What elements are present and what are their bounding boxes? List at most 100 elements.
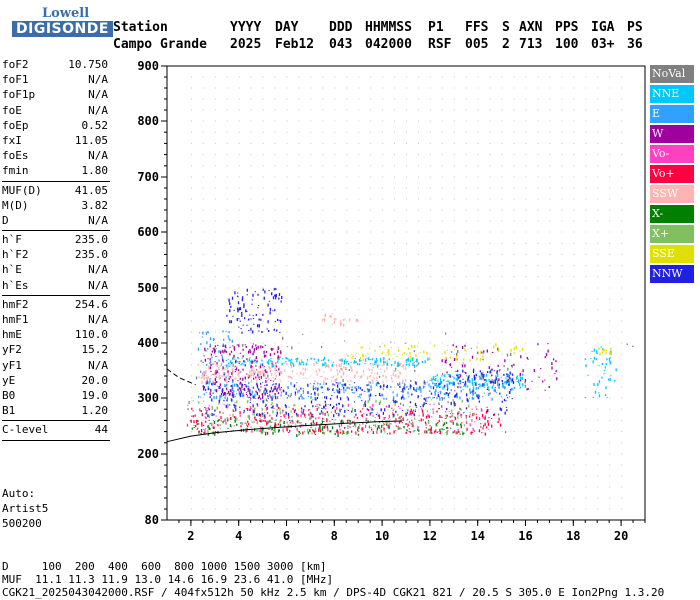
- param-name: foF1: [2, 73, 29, 87]
- param-name: fxI: [2, 133, 22, 147]
- param-row: h`F2 235.0: [2, 248, 110, 263]
- auto-version: 500200: [2, 517, 42, 530]
- auto-program: Artist5: [2, 502, 49, 515]
- x-tick-label: 4: [235, 529, 242, 543]
- x-tick-label: 12: [423, 529, 437, 543]
- series-points: [192, 398, 475, 436]
- header-value-6: 005: [465, 37, 489, 52]
- header-label-10: IGA: [591, 20, 615, 35]
- param-value: 15.2: [81, 343, 109, 357]
- series-points: [190, 406, 503, 436]
- lowell-digisonde-logo: Lowell DIGISONDE: [4, 6, 113, 40]
- y-tick-label: 400: [137, 336, 159, 350]
- param-row: hmE 110.0: [2, 328, 110, 343]
- legend-entry-xplus: X+: [650, 225, 694, 243]
- series-points: [197, 313, 407, 385]
- y-tick-label: 500: [137, 281, 159, 295]
- footer-file-info: CGK21_2025043042000.RSF / 404fx512h 50 k…: [2, 586, 665, 599]
- param-name: foF1p: [2, 88, 36, 102]
- series-points: [347, 343, 612, 362]
- header-labels-row: Station YYYY DAY DDD HHMMSS P1 FFS S AXN PPS IGA PS: [113, 20, 693, 37]
- series-xplus: [192, 398, 475, 436]
- param-value: N/A: [88, 278, 108, 292]
- param-name: yF1: [2, 358, 22, 372]
- param-value: 10.750: [68, 58, 108, 71]
- profile-curve: [166, 420, 402, 443]
- header-label-2: DAY: [275, 20, 299, 35]
- header-value-4: 042000: [365, 37, 412, 52]
- param-name: D: [2, 213, 9, 227]
- legend-entry-xminus: X-: [650, 205, 694, 223]
- param-value: 110.0: [74, 328, 108, 342]
- param-name: h`F2: [2, 248, 29, 262]
- legend-entry-vominus: Vo-: [650, 145, 694, 163]
- header-value-3: 043: [329, 37, 353, 52]
- param-row: fmin 1.80: [2, 164, 110, 179]
- series-voplus: [190, 406, 503, 436]
- x-tick-label: 2: [187, 529, 194, 543]
- param-row: h`E N/A: [2, 263, 110, 278]
- param-value: 41.05: [74, 183, 108, 197]
- param-row: yF1 N/A: [2, 359, 110, 374]
- param-name: h`Es: [2, 278, 29, 292]
- header-value-11: 36: [627, 37, 643, 52]
- param-row: B0 19.0: [2, 389, 110, 404]
- param-row: C-level 44: [2, 423, 110, 438]
- polarization-legend: NoVal NNE E W Vo- Vo+ SSW X- X+ SSE NNW: [650, 65, 694, 285]
- param-name: yF2: [2, 343, 22, 357]
- auto-label: Auto:: [2, 487, 36, 500]
- param-row: yF2 15.2: [2, 343, 110, 358]
- legend-entry-nne: NNE: [650, 85, 694, 103]
- series-ssw: [197, 313, 407, 385]
- header-value-0: Campo Grande: [113, 37, 207, 52]
- series-vominus: [197, 403, 490, 435]
- series-points: [226, 346, 617, 399]
- param-row: M(D) 3.82: [2, 199, 110, 214]
- param-row: foF2 10.750: [2, 58, 110, 73]
- param-name: yE: [2, 373, 16, 387]
- param-row: foF1 N/A: [2, 73, 110, 88]
- param-row: yE 20.0: [2, 374, 110, 389]
- header-label-3: DDD: [329, 20, 353, 35]
- series-nne: [226, 346, 617, 399]
- footer-muf-row: MUF 11.1 11.3 11.9 13.0 14.6 16.9 23.6 4…: [2, 573, 334, 586]
- param-value: N/A: [88, 213, 108, 227]
- param-row: h`F 235.0: [2, 233, 110, 248]
- header-label-6: FFS: [465, 20, 489, 35]
- param-name: hmE: [2, 328, 22, 342]
- y-tick-label: 600: [137, 225, 159, 239]
- header-value-7: 2: [502, 37, 510, 52]
- header-info: Station YYYY DAY DDD HHMMSS P1 FFS S AXN PPS IGA PS…: [113, 20, 693, 54]
- param-row: h`Es N/A: [2, 279, 110, 294]
- param-row: fxI 11.05: [2, 134, 110, 149]
- parameter-panel: foF2 10.750 foF1 N/A foF1p N/A foE N/A foEp 0.52 f…: [2, 58, 110, 443]
- param-name: C-level: [2, 423, 49, 437]
- y-tick-label: 80: [145, 513, 159, 527]
- y-tick-label: 700: [137, 170, 159, 184]
- param-value: 1.80: [81, 164, 109, 178]
- series-nnw: [203, 288, 515, 418]
- x-tick-label: 16: [518, 529, 532, 543]
- param-name: hmF2: [2, 297, 29, 311]
- header-label-5: P1: [428, 20, 444, 35]
- param-name: foF2: [2, 58, 29, 71]
- series-points: [197, 330, 514, 401]
- param-name: fmin: [2, 164, 29, 178]
- legend-entry-w: W: [650, 125, 694, 143]
- y-tick-label: 900: [137, 59, 159, 73]
- param-row: hmF1 N/A: [2, 313, 110, 328]
- header-label-9: PPS: [555, 20, 579, 35]
- param-name: foEp: [2, 118, 29, 132]
- x-tick-label: 8: [331, 529, 338, 543]
- param-row: foEs N/A: [2, 149, 110, 164]
- param-value: N/A: [88, 358, 108, 372]
- header-value-10: 03+: [591, 37, 615, 52]
- series-points: [197, 403, 490, 435]
- series-points: [202, 343, 634, 400]
- series-points: [191, 419, 465, 438]
- param-value: N/A: [88, 149, 108, 163]
- param-value: 254.6: [74, 297, 108, 311]
- footer-distance-row: D 100 200 400 600 800 1000 1500 3000 [km…: [2, 560, 327, 573]
- param-separator: [2, 420, 110, 422]
- footer: D 100 200 400 600 800 1000 1500 3000 [km…: [2, 560, 664, 599]
